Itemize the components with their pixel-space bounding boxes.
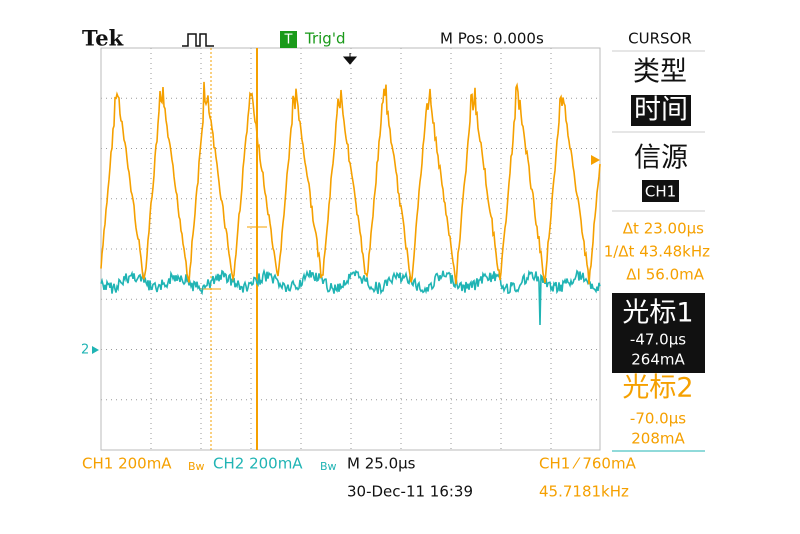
delta-t: Δt 23.00μs — [623, 220, 704, 238]
source-value: CH1 — [645, 183, 676, 201]
trigger-position-marker — [342, 53, 358, 65]
trigger-icon-box — [280, 31, 297, 48]
ch2-trace — [100, 268, 601, 326]
ch2-bw: Bw — [320, 460, 337, 473]
frequency: 45.7181kHz — [539, 483, 629, 501]
cursor1-value: 264mA — [631, 351, 685, 369]
source-value-box — [642, 180, 679, 202]
ch1-scale: CH1 200mA — [82, 455, 172, 473]
cursor2-time: -70.0μs — [630, 410, 686, 428]
timebase: M 25.0μs — [347, 455, 416, 473]
cursor2-value: 208mA — [631, 430, 685, 448]
trigger-icon: T — [284, 33, 293, 48]
delta-i: ΔI 56.0mA — [626, 266, 704, 284]
screen-bg — [80, 25, 720, 506]
graticule-border — [100, 47, 601, 451]
cursor1-box — [612, 293, 705, 373]
cursor1-time: -47.0μs — [630, 331, 686, 349]
ch1-level-arrow — [591, 155, 600, 165]
source-label: 信源 — [634, 143, 688, 174]
ch1-trace — [100, 81, 601, 285]
date: 30-Dec-11 16:39 — [347, 483, 473, 501]
trigger-status: Trig'd — [304, 30, 345, 48]
menu-title: CURSOR — [628, 30, 692, 48]
ch2-marker: 2 — [81, 343, 89, 358]
ch1-bw: Bw — [188, 460, 205, 473]
graticule — [101, 48, 600, 450]
type-value-box — [631, 95, 691, 126]
inv-delta-t: 1/Δt 43.48kHz — [604, 243, 710, 261]
waveforms — [100, 81, 601, 326]
brand: Tek — [82, 26, 124, 51]
cursor2-label: 光标2 — [622, 373, 693, 404]
cursor1-label: 光标1 — [622, 298, 693, 329]
ch2-arrow — [92, 346, 99, 354]
ch2-scale: CH2 200mA — [213, 455, 303, 473]
type-label: 类型 — [633, 57, 687, 88]
position: M Pos: 0.000s — [440, 30, 544, 48]
type-value: 时间 — [634, 95, 688, 126]
trigger-level: CH1 ⁄ 760mA — [539, 455, 637, 473]
acq-icon — [182, 33, 214, 47]
